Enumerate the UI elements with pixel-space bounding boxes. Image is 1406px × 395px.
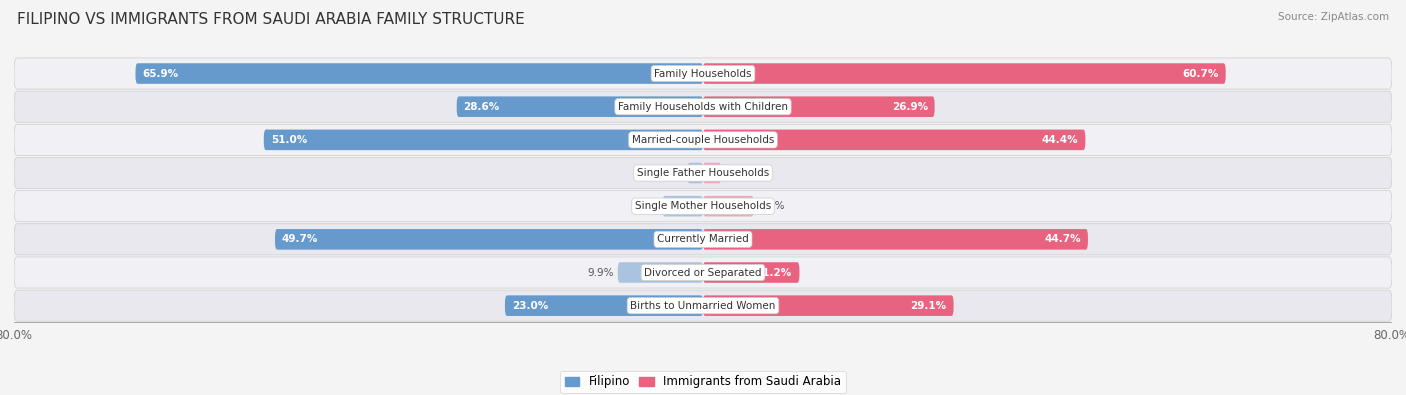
FancyBboxPatch shape	[703, 63, 1226, 84]
Text: 44.4%: 44.4%	[1042, 135, 1078, 145]
FancyBboxPatch shape	[264, 130, 703, 150]
Text: Single Mother Households: Single Mother Households	[636, 201, 770, 211]
Text: 26.9%: 26.9%	[891, 102, 928, 112]
FancyBboxPatch shape	[14, 91, 1392, 122]
FancyBboxPatch shape	[703, 130, 1085, 150]
Text: 5.9%: 5.9%	[758, 201, 785, 211]
FancyBboxPatch shape	[14, 257, 1392, 288]
FancyBboxPatch shape	[703, 163, 721, 183]
Text: 29.1%: 29.1%	[911, 301, 946, 310]
Text: Divorced or Separated: Divorced or Separated	[644, 267, 762, 278]
Text: 28.6%: 28.6%	[464, 102, 501, 112]
Text: 23.0%: 23.0%	[512, 301, 548, 310]
Text: Births to Unmarried Women: Births to Unmarried Women	[630, 301, 776, 310]
Text: 65.9%: 65.9%	[142, 69, 179, 79]
FancyBboxPatch shape	[703, 295, 953, 316]
Text: 4.7%: 4.7%	[631, 201, 658, 211]
Text: 9.9%: 9.9%	[586, 267, 613, 278]
FancyBboxPatch shape	[703, 196, 754, 216]
FancyBboxPatch shape	[688, 163, 703, 183]
FancyBboxPatch shape	[703, 262, 800, 283]
FancyBboxPatch shape	[14, 224, 1392, 255]
Text: Family Households: Family Households	[654, 69, 752, 79]
Text: 49.7%: 49.7%	[281, 234, 318, 245]
FancyBboxPatch shape	[14, 158, 1392, 188]
Text: 51.0%: 51.0%	[271, 135, 307, 145]
FancyBboxPatch shape	[703, 229, 1088, 250]
Text: Family Households with Children: Family Households with Children	[619, 102, 787, 112]
FancyBboxPatch shape	[14, 290, 1392, 321]
Text: 60.7%: 60.7%	[1182, 69, 1219, 79]
Text: 11.2%: 11.2%	[756, 267, 793, 278]
Text: 44.7%: 44.7%	[1045, 234, 1081, 245]
Text: FILIPINO VS IMMIGRANTS FROM SAUDI ARABIA FAMILY STRUCTURE: FILIPINO VS IMMIGRANTS FROM SAUDI ARABIA…	[17, 12, 524, 27]
Legend: Filipino, Immigrants from Saudi Arabia: Filipino, Immigrants from Saudi Arabia	[560, 371, 846, 393]
Text: Currently Married: Currently Married	[657, 234, 749, 245]
FancyBboxPatch shape	[457, 96, 703, 117]
FancyBboxPatch shape	[135, 63, 703, 84]
Text: Married-couple Households: Married-couple Households	[631, 135, 775, 145]
Text: 2.1%: 2.1%	[725, 168, 752, 178]
FancyBboxPatch shape	[14, 124, 1392, 156]
Text: Source: ZipAtlas.com: Source: ZipAtlas.com	[1278, 12, 1389, 22]
FancyBboxPatch shape	[617, 262, 703, 283]
FancyBboxPatch shape	[14, 58, 1392, 89]
Text: 1.8%: 1.8%	[657, 168, 683, 178]
FancyBboxPatch shape	[662, 196, 703, 216]
FancyBboxPatch shape	[703, 96, 935, 117]
FancyBboxPatch shape	[276, 229, 703, 250]
FancyBboxPatch shape	[14, 191, 1392, 222]
FancyBboxPatch shape	[505, 295, 703, 316]
Text: Single Father Households: Single Father Households	[637, 168, 769, 178]
